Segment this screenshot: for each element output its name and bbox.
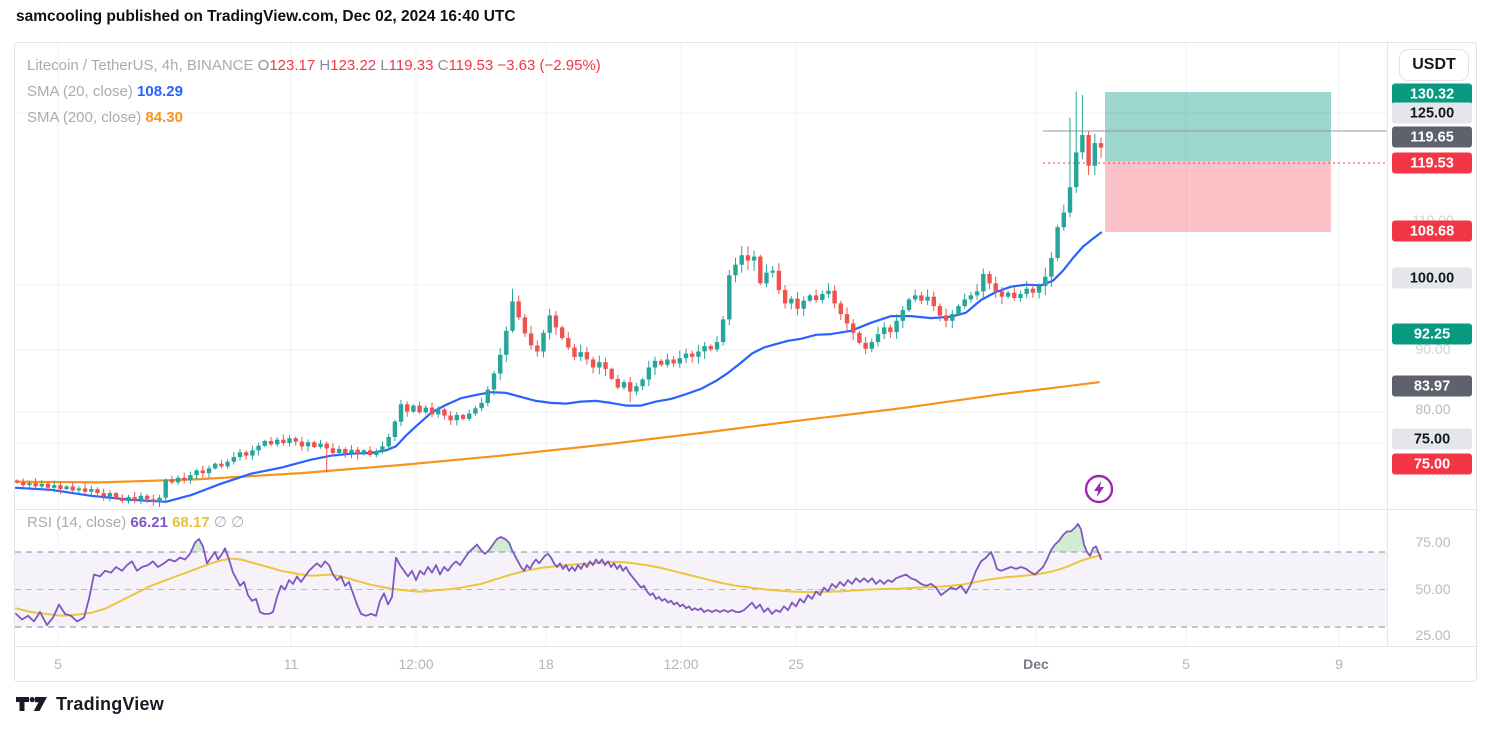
sma200-value: 84.30 bbox=[145, 109, 183, 126]
low-value: 119.33 bbox=[388, 57, 434, 74]
high-value: 123.22 bbox=[330, 57, 377, 74]
sma200-label[interactable]: SMA (200, close) bbox=[27, 109, 142, 126]
price-label-100.00: 100.00 bbox=[1392, 267, 1472, 289]
time-label-12:00: 12:00 bbox=[398, 656, 434, 672]
rsi-value: 66.21 bbox=[130, 514, 168, 531]
open-value: 123.17 bbox=[269, 57, 316, 74]
rsi-legend-row[interactable]: RSI (14, close) 66.21 68.17 ∅ ∅ bbox=[27, 513, 244, 531]
price-pane[interactable] bbox=[15, 43, 1387, 509]
time-label-25: 25 bbox=[788, 656, 804, 672]
time-label-Dec: Dec bbox=[1023, 656, 1049, 672]
zap-icon[interactable] bbox=[1084, 474, 1114, 504]
price-label-130.32: 130.32 bbox=[1392, 83, 1472, 105]
tradingview-logo-icon bbox=[16, 696, 47, 711]
price-label-125.00: 125.00 bbox=[1392, 102, 1472, 124]
sma20-value: 108.29 bbox=[137, 83, 183, 100]
change-value: −3.63 (−2.95%) bbox=[497, 57, 601, 74]
rsi-label[interactable]: RSI (14, close) bbox=[27, 514, 127, 531]
price-label-92.25: 92.25 bbox=[1392, 323, 1472, 345]
price-label-90.00: 90.00 bbox=[1415, 341, 1451, 357]
main-legend: Litecoin / TetherUS, 4h, BINANCE O123.17… bbox=[27, 53, 601, 131]
tradingview-logo-text: TradingView bbox=[56, 694, 164, 714]
symbol-row[interactable]: Litecoin / TetherUS, 4h, BINANCE O123.17… bbox=[27, 57, 601, 74]
rsi-label-50.00: 50.00 bbox=[1415, 581, 1451, 597]
time-label-9: 9 bbox=[1335, 656, 1343, 672]
candlestick-series[interactable] bbox=[15, 91, 1104, 507]
price-scale[interactable]: USDT 130.32125.00119.65119.53110.00108.6… bbox=[1387, 43, 1477, 646]
sma200-row[interactable]: SMA (200, close) 84.30 bbox=[27, 105, 601, 131]
rsi-label-25.00: 25.00 bbox=[1415, 627, 1451, 643]
price-label-75.00: 75.00 bbox=[1392, 453, 1472, 475]
symbol-title[interactable]: Litecoin / TetherUS, 4h, BINANCE bbox=[27, 57, 254, 74]
price-label-83.97: 83.97 bbox=[1392, 375, 1472, 397]
rsi-ma-value: 68.17 bbox=[172, 514, 210, 531]
chart-card: Litecoin / TetherUS, 4h, BINANCE O123.17… bbox=[14, 42, 1478, 683]
time-label-12:00: 12:00 bbox=[663, 656, 699, 672]
time-scale[interactable]: 5 11 12:00 18 12:00 25 Dec 5 9 bbox=[15, 646, 1478, 683]
price-label-80.00: 80.00 bbox=[1415, 401, 1451, 417]
publish-header: samcooling published on TradingView.com,… bbox=[16, 8, 516, 25]
price-label-75.00: 75.00 bbox=[1392, 428, 1472, 450]
position-loss-zone[interactable] bbox=[1105, 161, 1331, 232]
time-label-5: 5 bbox=[1182, 656, 1190, 672]
time-label-18: 18 bbox=[538, 656, 554, 672]
rsi-empty-icon-2: ∅ bbox=[231, 514, 245, 531]
tradingview-attribution[interactable]: TradingView bbox=[16, 694, 164, 715]
rsi-pane[interactable] bbox=[15, 509, 1387, 646]
price-label-108.68: 108.68 bbox=[1392, 220, 1472, 242]
time-label-11: 11 bbox=[283, 656, 299, 672]
pane-separator[interactable] bbox=[15, 509, 1478, 510]
price-label-119.65: 119.65 bbox=[1392, 126, 1472, 148]
rsi-empty-icon-1: ∅ bbox=[213, 514, 227, 531]
position-profit-zone[interactable] bbox=[1105, 92, 1331, 161]
price-label-119.53: 119.53 bbox=[1392, 152, 1472, 174]
currency-toggle-button[interactable]: USDT bbox=[1399, 49, 1469, 81]
time-label-5: 5 bbox=[54, 656, 62, 672]
sma20-label[interactable]: SMA (20, close) bbox=[27, 83, 133, 100]
close-value: 119.53 bbox=[448, 57, 494, 74]
rsi-label-75.00: 75.00 bbox=[1415, 534, 1451, 550]
sma20-row[interactable]: SMA (20, close) 108.29 bbox=[27, 79, 601, 105]
